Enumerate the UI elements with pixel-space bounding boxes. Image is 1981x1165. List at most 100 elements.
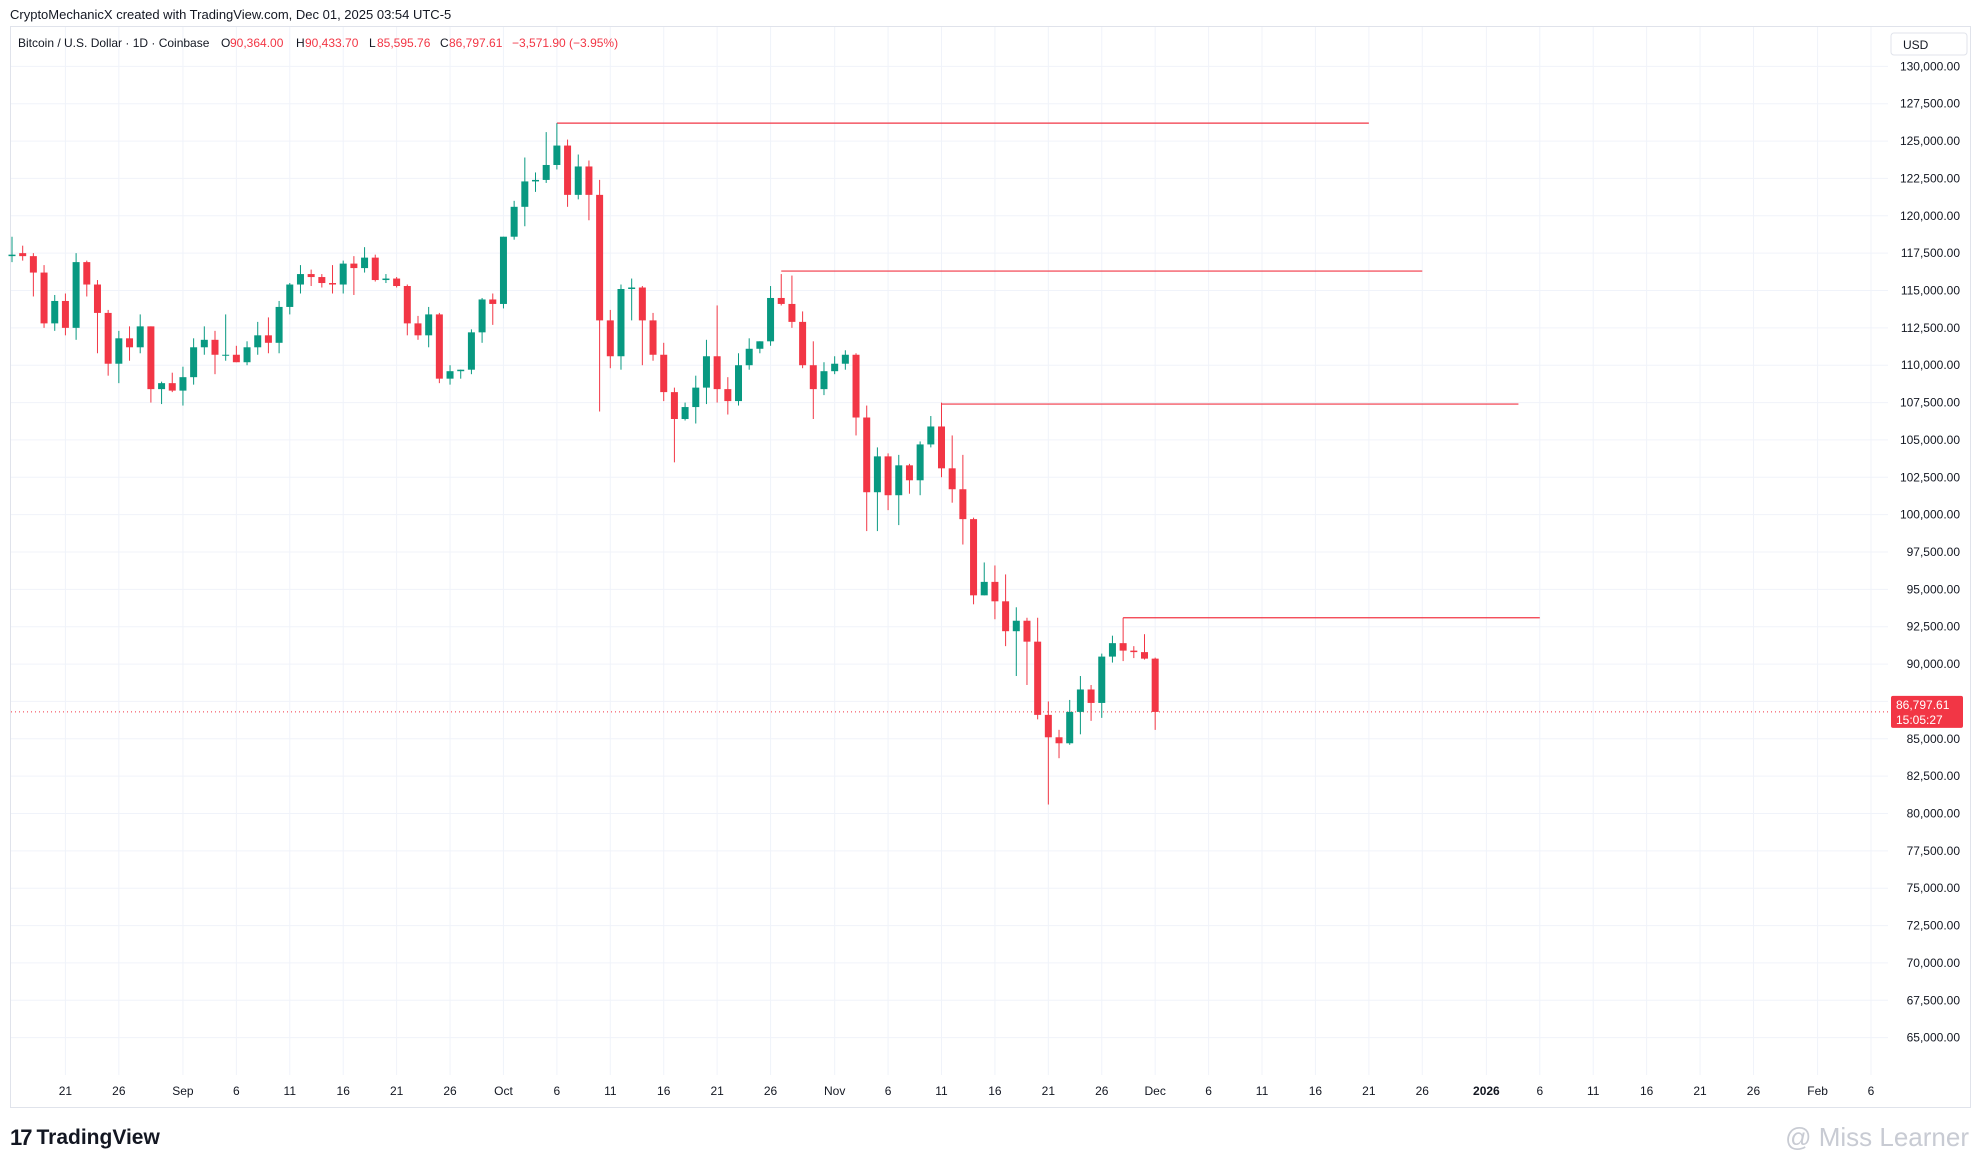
candle-up	[692, 375, 700, 424]
tradingview-logo-text: TradingView	[36, 1126, 160, 1149]
candle-up	[927, 416, 935, 448]
candle-body	[382, 278, 390, 281]
candle-down	[938, 402, 945, 478]
candle-body	[628, 287, 636, 290]
x-tick-label: 21	[59, 1084, 73, 1098]
candle-body	[40, 272, 48, 324]
candle-down	[126, 326, 134, 361]
candle-body	[478, 299, 486, 333]
x-tick-label: 26	[443, 1084, 457, 1098]
y-tick-label: 65,000.00	[1907, 1031, 1961, 1045]
x-tick-label: 6	[554, 1084, 561, 1098]
candle-body	[841, 354, 849, 364]
candle-body	[72, 262, 80, 328]
candle-body	[1140, 652, 1148, 659]
x-tick-label: Oct	[494, 1084, 513, 1098]
candle-up	[841, 350, 849, 370]
candle-body	[596, 194, 604, 321]
candle-down	[863, 405, 871, 532]
candle-body	[232, 354, 240, 363]
currency-box[interactable]: USD	[1890, 32, 1968, 56]
candle-body	[1023, 620, 1031, 642]
candle-up	[628, 278, 636, 321]
x-tick-label: 21	[1362, 1084, 1376, 1098]
candle-body	[179, 377, 187, 391]
candle-down	[435, 312, 443, 384]
candle-body	[115, 338, 123, 364]
candle-body	[211, 339, 219, 355]
candle-up	[702, 339, 710, 405]
candle-down	[1023, 617, 1031, 685]
candle-body	[638, 287, 646, 321]
candle-body	[1066, 711, 1074, 744]
candle-body	[264, 335, 272, 343]
candle-up	[296, 265, 304, 294]
low-value: 85,595.76	[377, 36, 431, 50]
candle-body	[564, 145, 572, 195]
candle-body	[852, 354, 860, 418]
candle-down	[948, 435, 956, 503]
y-tick-label: 122,500.00	[1900, 171, 1960, 185]
x-tick-label: 11	[935, 1084, 948, 1098]
candle-down	[788, 275, 796, 328]
candle-up	[1108, 635, 1116, 663]
candle-body	[948, 468, 956, 490]
candle-up	[574, 154, 582, 200]
candle-down	[29, 253, 37, 297]
candle-up	[382, 274, 390, 284]
x-tick-label: 6	[233, 1084, 240, 1098]
candle-body	[745, 348, 753, 366]
candle-body	[809, 365, 817, 390]
candle-body	[51, 300, 59, 324]
x-tick-label: 26	[1747, 1084, 1761, 1098]
candle-down	[329, 265, 337, 294]
y-tick-label: 100,000.00	[1900, 508, 1960, 522]
candle-body	[1087, 689, 1095, 703]
candle-down	[104, 309, 112, 376]
candle-down	[596, 179, 604, 412]
candle-up	[222, 314, 230, 361]
candle-body	[884, 456, 892, 496]
attribution-bar: CryptoMechanicX created with TradingView…	[0, 0, 1981, 26]
candle-down	[991, 565, 999, 620]
candle-body	[61, 300, 69, 328]
candle-down	[670, 387, 678, 463]
y-tick-label: 115,000.00	[1901, 284, 1960, 298]
candle-body	[521, 181, 529, 207]
candle-up	[735, 353, 743, 406]
candle-body	[222, 354, 230, 356]
candle-body	[1002, 601, 1010, 632]
tradingview-logo[interactable]: 17 TradingView	[10, 1123, 160, 1153]
candle-down	[1044, 701, 1052, 805]
candle-body	[29, 256, 37, 273]
candle-body	[104, 312, 112, 364]
candle-body	[8, 254, 16, 257]
price-axis[interactable]: 65,000.00 67,500.00 70,000.00 72,500.00 75,0…	[1900, 59, 1960, 1044]
high-value: 90,433.70	[305, 36, 359, 50]
candle-up	[425, 306, 433, 348]
candle-body	[136, 326, 144, 348]
y-tick-label: 72,500.00	[1907, 919, 1961, 933]
y-tick-label: 70,000.00	[1907, 956, 1961, 970]
candle-body	[467, 332, 475, 370]
candle-body	[873, 456, 881, 493]
candle-up	[756, 341, 764, 354]
x-tick-label: 21	[390, 1084, 404, 1098]
y-tick-label: 105,000.00	[1900, 433, 1960, 447]
x-tick-label: 11	[284, 1084, 297, 1098]
candle-down	[1119, 617, 1127, 662]
candle-up	[980, 562, 988, 596]
candle-down	[350, 256, 358, 295]
y-tick-label: 112,500.00	[1901, 321, 1960, 335]
low-label: L	[369, 36, 376, 50]
candle-up	[1066, 699, 1074, 745]
y-tick-label: 117,500.00	[1901, 246, 1960, 260]
candle-up	[831, 356, 839, 375]
candle-down	[649, 312, 657, 361]
candle-up	[542, 132, 550, 183]
candle-body	[403, 286, 411, 324]
time-axis[interactable]: 21 26 Sep 6 11 16 21 26 Oct 6 11 16 21 26 Nov 6 11 16 21 26…	[59, 1084, 1875, 1098]
candle-up	[1098, 653, 1106, 718]
candle-body	[393, 278, 401, 287]
